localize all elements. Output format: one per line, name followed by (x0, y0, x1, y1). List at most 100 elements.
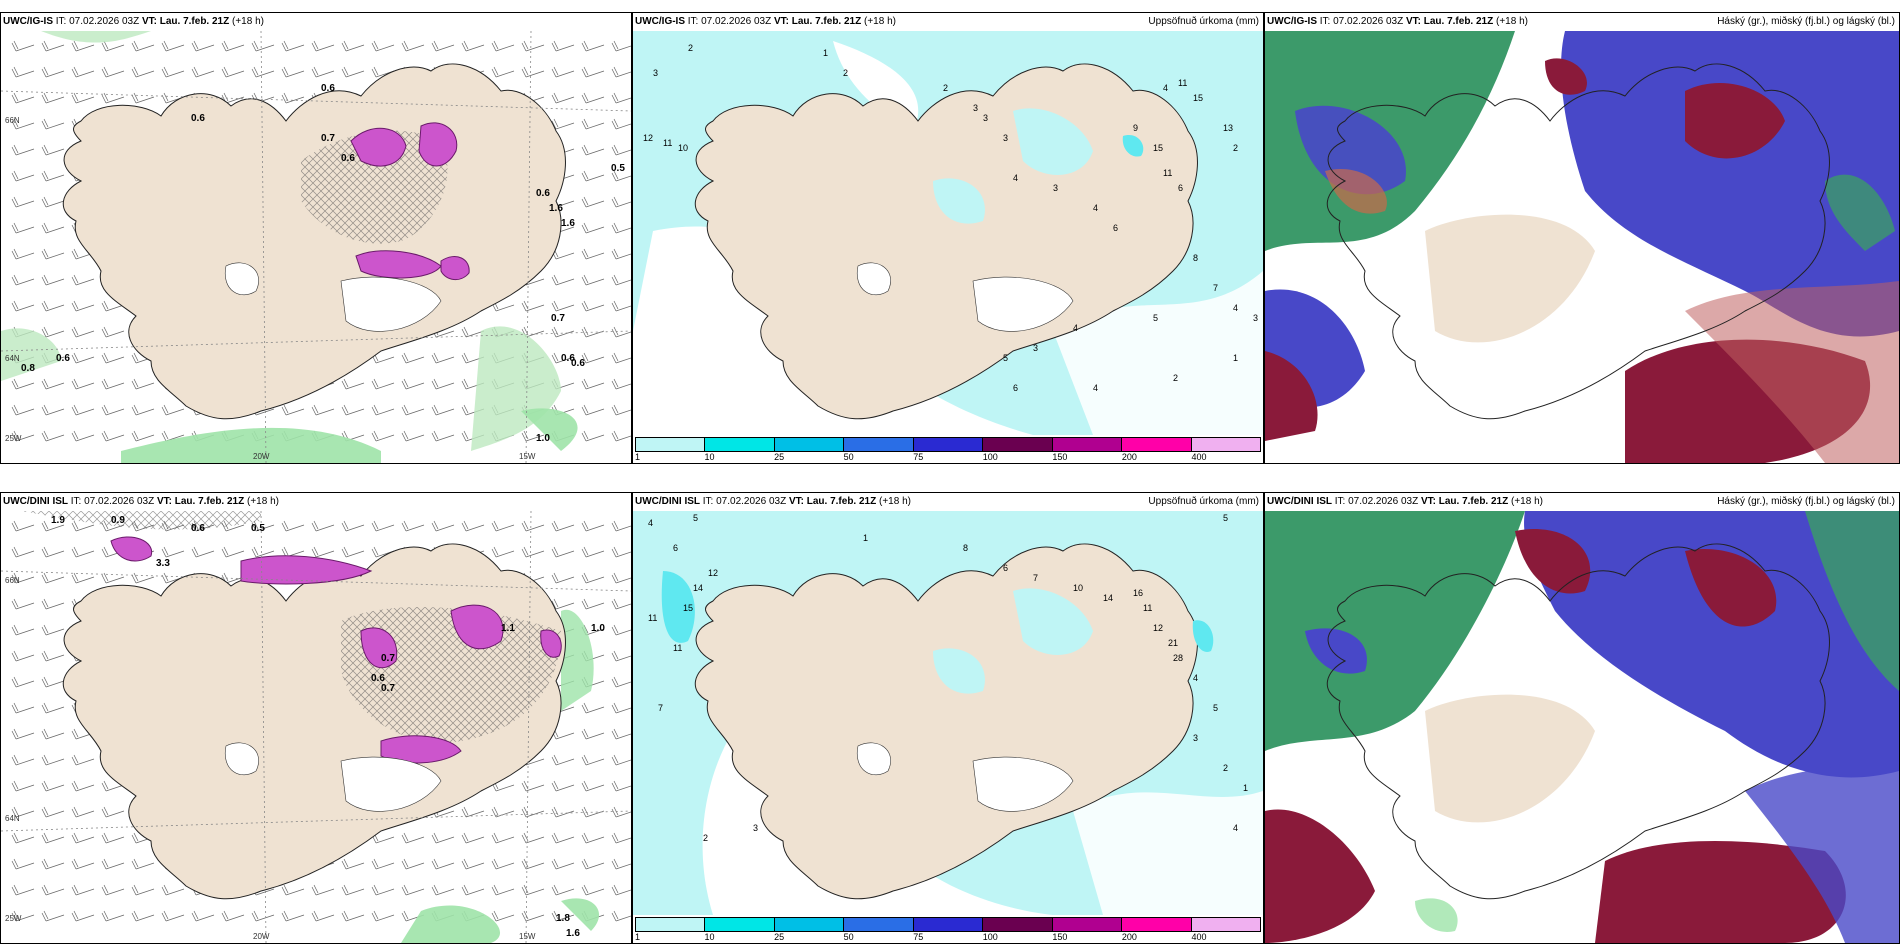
wind-barb (11, 170, 35, 182)
wind-barb (71, 326, 95, 338)
valid-time: Lau. 7.feb. 21Z (159, 16, 230, 27)
wind-barb (281, 66, 305, 78)
wind-barb (11, 546, 35, 558)
wind-barb (101, 404, 125, 416)
wind-barb (521, 66, 545, 78)
wind-barb (131, 404, 155, 416)
wind-barb (371, 520, 395, 532)
value-label: 5 (1153, 313, 1158, 323)
wind-barb (611, 118, 631, 130)
it-prefix: IT: (702, 496, 714, 507)
wind-barb (41, 144, 65, 156)
panel-header: UWC/DINI ISL IT: 07.02.2026 03Z VT: Lau.… (1, 493, 631, 511)
wind-barb (161, 40, 185, 52)
legend-tick: 25 (774, 932, 785, 942)
legend-tick: 100 (982, 452, 998, 462)
legend-tick: 50 (843, 932, 854, 942)
vt-prefix: VT: (156, 496, 172, 507)
legend-swatch (844, 918, 914, 931)
wind-barb (461, 884, 485, 896)
init-time: 07.02.2026 03Z (716, 496, 787, 507)
value-label: 10 (1073, 583, 1083, 593)
value-label: 0.6 (321, 83, 335, 94)
wind-barb (611, 222, 631, 234)
wind-barb (41, 624, 65, 636)
wind-barb (311, 520, 335, 532)
wind-map: 66N 64N 25W 20W 15W 1.9 0.9 0.6 0.5 3.3 1.1 0.… (1, 511, 631, 943)
wind-barb (71, 300, 95, 312)
wind-barb (371, 40, 395, 52)
wind-barb (611, 910, 631, 922)
wind-barb (611, 430, 631, 442)
wind-barb (11, 780, 35, 792)
legend-tick: 200 (1121, 932, 1137, 942)
wind-barb (101, 832, 125, 844)
wind-barb (581, 702, 605, 714)
wind-barb (41, 404, 65, 416)
wind-barb (251, 546, 275, 558)
wind-barb (71, 404, 95, 416)
value-label: 15 (683, 603, 693, 613)
lat-label: 66N (5, 116, 20, 125)
wind-barb (461, 806, 485, 818)
wind-barb (41, 40, 65, 52)
lon-label: 15W (519, 932, 536, 941)
wind-barb (611, 884, 631, 896)
wind-barb (161, 910, 185, 922)
value-label: 11 (663, 138, 672, 148)
wind-barb (551, 520, 575, 532)
precip-map: 4 5 6 12 14 15 11 11 7 2 3 1 8 6 7 10 14 16 11 12 21 28 4 5 3 2 1 4… (633, 511, 1263, 915)
wind-barb (41, 222, 65, 234)
wind-barb (581, 598, 605, 610)
wind-barb (11, 430, 35, 442)
wind-barb (41, 572, 65, 584)
wind-barb (401, 884, 425, 896)
panel-header: UWC/IG-IS IT: 07.02.2026 03Z VT: Lau. 7.… (1, 13, 631, 31)
value-label: 15 (1153, 143, 1163, 153)
map-panel-wind-row1: UWC/IG-IS IT: 07.02.2026 03Z VT: Lau. 7.… (0, 12, 632, 464)
value-label: 0.6 (341, 153, 355, 164)
wind-barb (41, 520, 65, 532)
wind-barb (41, 92, 65, 104)
value-label: 16 (1133, 588, 1143, 598)
init-time: 07.02.2026 03Z (69, 16, 140, 27)
init-time: 07.02.2026 03Z (1333, 16, 1404, 27)
wind-barb (101, 352, 125, 364)
value-label: 2 (1223, 763, 1228, 773)
valid-time: Lau. 7.feb. 21Z (806, 496, 877, 507)
wind-barb (551, 780, 575, 792)
value-label: 0.6 (536, 188, 550, 199)
wind-barb (371, 884, 395, 896)
wind-barb (251, 910, 275, 922)
value-label: 4 (1193, 673, 1198, 683)
wind-barb (11, 832, 35, 844)
value-label: 3 (1003, 133, 1008, 143)
it-prefix: IT: (55, 16, 67, 27)
wind-barb (221, 910, 245, 922)
wind-barb (11, 806, 35, 818)
wind-barb (131, 884, 155, 896)
wind-barb (581, 66, 605, 78)
value-label: 4 (1233, 823, 1238, 833)
wind-barb (101, 910, 125, 922)
wind-barb (521, 806, 545, 818)
wind-barb (611, 650, 631, 662)
wind-barb (41, 66, 65, 78)
wind-barb (371, 430, 395, 442)
wind-barb (551, 546, 575, 558)
wind-barb (41, 300, 65, 312)
wind-barb (551, 274, 575, 286)
value-label: 6 (1113, 223, 1118, 233)
wind-barb (431, 352, 455, 364)
value-label: 7 (1033, 573, 1038, 583)
lat-label: 66N (5, 576, 20, 585)
wind-barb (71, 780, 95, 792)
wind-barb (311, 546, 335, 558)
wind-barb (611, 248, 631, 260)
model-name: UWC/DINI ISL (635, 496, 700, 507)
wind-barb (11, 274, 35, 286)
wind-barb (131, 858, 155, 870)
legend-swatch (983, 438, 1053, 451)
value-label: 3 (1193, 733, 1198, 743)
wind-barb (491, 910, 515, 922)
